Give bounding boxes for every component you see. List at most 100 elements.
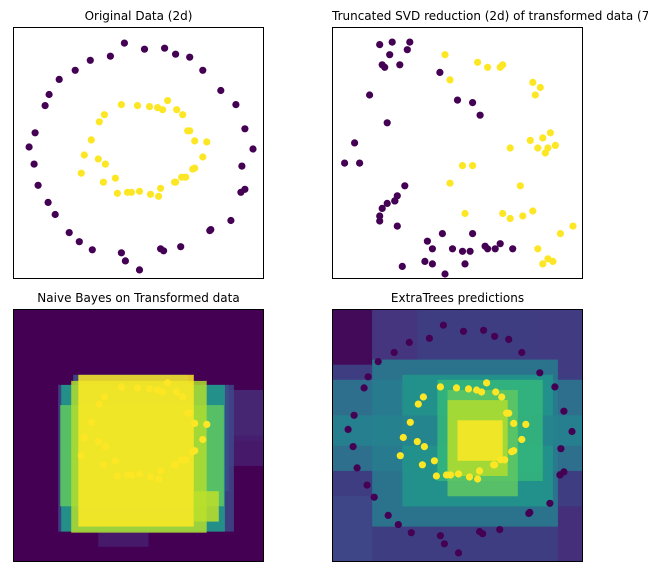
data-point-class-1: [406, 418, 414, 426]
panel-truncated-svd: Truncated SVD reduction (2d) of transfor…: [332, 9, 648, 279]
data-point-class-0: [491, 245, 499, 253]
data-point-class-1: [516, 182, 524, 190]
data-point-class-0: [88, 246, 96, 254]
data-point-class-0: [172, 50, 180, 58]
data-point-class-0: [51, 210, 59, 219]
data-point-class-1: [133, 102, 142, 110]
data-point-class-0: [135, 266, 144, 274]
data-point-class-0: [217, 86, 225, 95]
data-point-class-1: [111, 174, 119, 182]
data-point-class-1: [186, 127, 194, 135]
data-point-class-1: [157, 184, 165, 192]
data-point-class-1: [556, 230, 564, 238]
data-point-class-0: [491, 332, 499, 340]
data-point-class-0: [496, 526, 504, 534]
data-point-class-1: [164, 97, 172, 105]
data-point-class-0: [344, 425, 352, 433]
plot-frame: [13, 27, 264, 279]
data-point-class-0: [121, 257, 129, 265]
data-point-class-0: [421, 257, 429, 265]
heatmap-region: [332, 496, 373, 562]
data-point-class-1: [461, 209, 469, 218]
data-point-class-0: [366, 91, 374, 99]
data-point-class-1: [111, 457, 119, 465]
data-point-class-1: [478, 388, 486, 396]
data-point-class-1: [135, 470, 144, 478]
data-point-class-0: [461, 260, 469, 268]
panel-original-data: Original Data (2d): [13, 9, 264, 279]
data-point-class-1: [77, 169, 85, 177]
data-point-class-1: [446, 179, 454, 187]
data-point-class-0: [238, 162, 246, 170]
data-point-class-0: [398, 262, 406, 270]
data-point-class-0: [407, 529, 415, 537]
data-point-class-1: [100, 111, 108, 119]
data-point-class-0: [496, 240, 504, 248]
data-point-class-1: [549, 257, 557, 265]
panel-naive-bayes: Naive Bayes on Transformed data: [13, 291, 264, 562]
data-point-class-0: [441, 270, 449, 278]
data-point-class-1: [436, 383, 444, 391]
data-point-class-0: [390, 348, 398, 357]
data-point-class-1: [529, 78, 537, 86]
data-point-class-1: [531, 91, 539, 99]
data-point-class-0: [568, 427, 576, 436]
data-point-class-1: [508, 448, 516, 456]
data-point-class-0: [44, 198, 52, 206]
data-point-class-0: [484, 245, 492, 253]
plot-background: [13, 27, 264, 279]
data-point-class-0: [476, 111, 484, 119]
data-point-class-1: [534, 245, 542, 253]
data-point-class-1: [446, 471, 455, 479]
panel-extratrees: ExtraTrees predictions: [332, 291, 583, 562]
data-point-class-1: [145, 103, 154, 111]
data-point-class-1: [413, 438, 421, 446]
data-point-class-0: [423, 237, 431, 245]
data-point-class-0: [241, 125, 249, 133]
heatmap-region: [457, 420, 503, 461]
data-point-class-1: [476, 467, 484, 475]
data-point-class-0: [394, 521, 402, 529]
data-point-class-1: [454, 470, 463, 478]
data-point-class-0: [396, 61, 404, 69]
data-point-class-0: [34, 181, 42, 189]
data-point-class-0: [454, 549, 463, 557]
data-point-class-1: [101, 443, 109, 451]
data-point-class-0: [546, 499, 554, 507]
data-point-class-0: [388, 38, 396, 46]
data-point-class-1: [145, 385, 154, 393]
data-point-class-0: [350, 411, 358, 419]
data-point-class-1: [178, 173, 186, 181]
data-point-class-1: [186, 409, 194, 417]
data-point-class-0: [140, 45, 149, 53]
data-point-class-0: [75, 238, 83, 246]
data-point-class-1: [499, 209, 507, 218]
data-point-class-1: [113, 189, 121, 197]
data-point-class-1: [496, 63, 504, 71]
data-point-class-1: [80, 433, 88, 442]
data-point-class-0: [428, 260, 436, 268]
data-point-class-0: [525, 509, 533, 517]
data-point-class-0: [376, 217, 384, 225]
heatmap-region: [332, 309, 373, 365]
data-point-class-0: [393, 222, 401, 230]
data-point-class-1: [569, 222, 577, 230]
heatmap-plot-extratrees: [332, 309, 583, 562]
data-point-class-0: [459, 327, 468, 335]
data-point-class-1: [95, 400, 103, 408]
data-point-class-0: [65, 229, 73, 237]
plot-frame: [13, 309, 264, 562]
data-point-class-0: [536, 369, 544, 377]
data-point-class-0: [206, 227, 214, 235]
data-point-class-1: [420, 443, 428, 451]
plot-background: [332, 27, 583, 279]
data-point-class-0: [356, 159, 364, 167]
data-point-class-0: [376, 41, 384, 49]
data-point-class-0: [436, 68, 444, 76]
data-point-class-1: [419, 393, 427, 401]
data-point-class-0: [557, 445, 565, 453]
data-point-class-0: [117, 249, 125, 257]
data-point-class-0: [31, 129, 39, 137]
data-point-class-0: [479, 530, 487, 538]
data-point-class-0: [161, 44, 169, 52]
